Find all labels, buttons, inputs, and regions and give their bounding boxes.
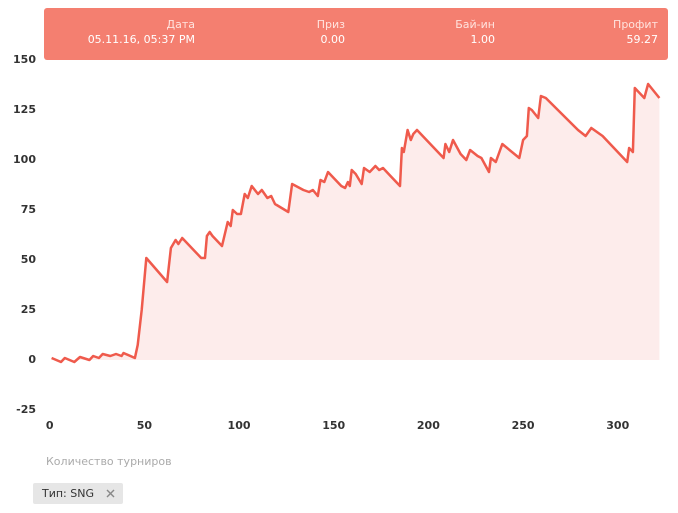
filter-text: Тип: SNG [41,487,94,500]
filter-chip[interactable] [33,483,123,504]
x-tick-label: 200 [417,419,440,432]
x-tick-label: 150 [322,419,345,432]
tooltip-value: 0.00 [321,33,346,46]
x-axis-label: Количество турниров [46,455,172,468]
x-tick-label: 0 [46,419,54,432]
y-tick-label: 50 [21,253,37,266]
tooltip-value: 1.00 [471,33,496,46]
y-tick-label: 0 [28,353,36,366]
tooltip-box [44,8,668,60]
x-tick-label: 50 [137,419,153,432]
tooltip-label: Профит [613,18,659,31]
y-tick-label: 75 [21,203,36,216]
x-tick-label: 100 [228,419,251,432]
y-tick-label: 25 [21,303,36,316]
tooltip-label: Приз [317,18,345,31]
y-tick-label: -25 [16,403,36,416]
tooltip-value: 05.11.16, 05:37 PM [88,33,195,46]
tooltip-value: 59.27 [627,33,659,46]
tooltip-label: Бай-ин [455,18,495,31]
line [51,82,661,364]
filter-remove[interactable] [106,489,115,498]
tooltip-label: Дата [167,18,195,31]
x-tick-label: 250 [512,419,535,432]
y-tick-label: 125 [13,103,36,116]
y-tick-label: 150 [13,53,36,66]
area [51,84,660,362]
y-tick-label: 100 [13,153,36,166]
x-tick-label: 300 [606,419,629,432]
